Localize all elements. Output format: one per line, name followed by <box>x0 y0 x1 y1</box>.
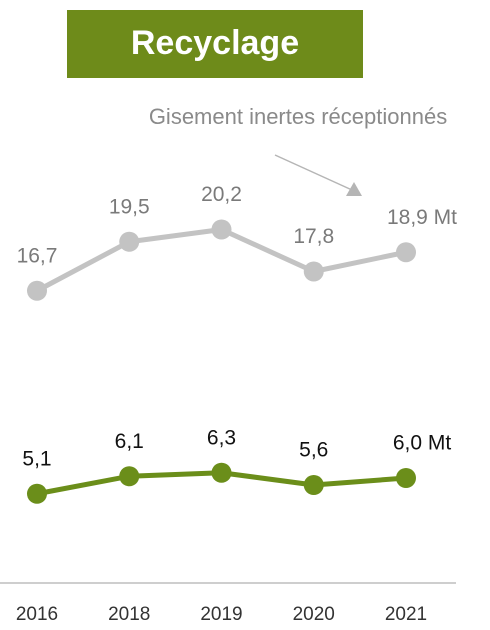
annotation-arrow <box>274 154 353 191</box>
data-label: 5,1 <box>22 447 51 470</box>
x-tick-label: 2021 <box>385 604 427 625</box>
point <box>396 242 416 263</box>
data-label: 18,9 Mt <box>387 206 457 229</box>
data-label: 5,6 <box>299 439 328 462</box>
point <box>27 483 47 504</box>
data-label: 17,8 <box>293 225 334 248</box>
data-label: 6,0 Mt <box>393 432 452 455</box>
annotation-arrowhead <box>346 182 362 196</box>
point <box>396 468 416 488</box>
x-tick-label: 2016 <box>16 604 58 625</box>
point <box>211 462 232 483</box>
chart-title: Recyclage <box>131 24 299 62</box>
point <box>27 280 47 301</box>
x-tick-label: 2018 <box>108 604 150 625</box>
title-box <box>67 10 363 78</box>
data-label: 19,5 <box>109 195 150 218</box>
point <box>303 261 324 282</box>
data-label: 6,3 <box>207 426 236 449</box>
data-label: 16,7 <box>17 244 58 267</box>
data-label: 6,1 <box>115 430 144 453</box>
data-label: 20,2 <box>201 183 242 206</box>
point <box>119 466 140 487</box>
annotation: Gisement inertes réceptionnés <box>149 104 447 129</box>
x-tick-label: 2019 <box>200 604 242 625</box>
point <box>119 231 140 252</box>
x-tick-label: 2020 <box>293 604 335 625</box>
point <box>303 475 324 495</box>
point <box>211 219 232 240</box>
